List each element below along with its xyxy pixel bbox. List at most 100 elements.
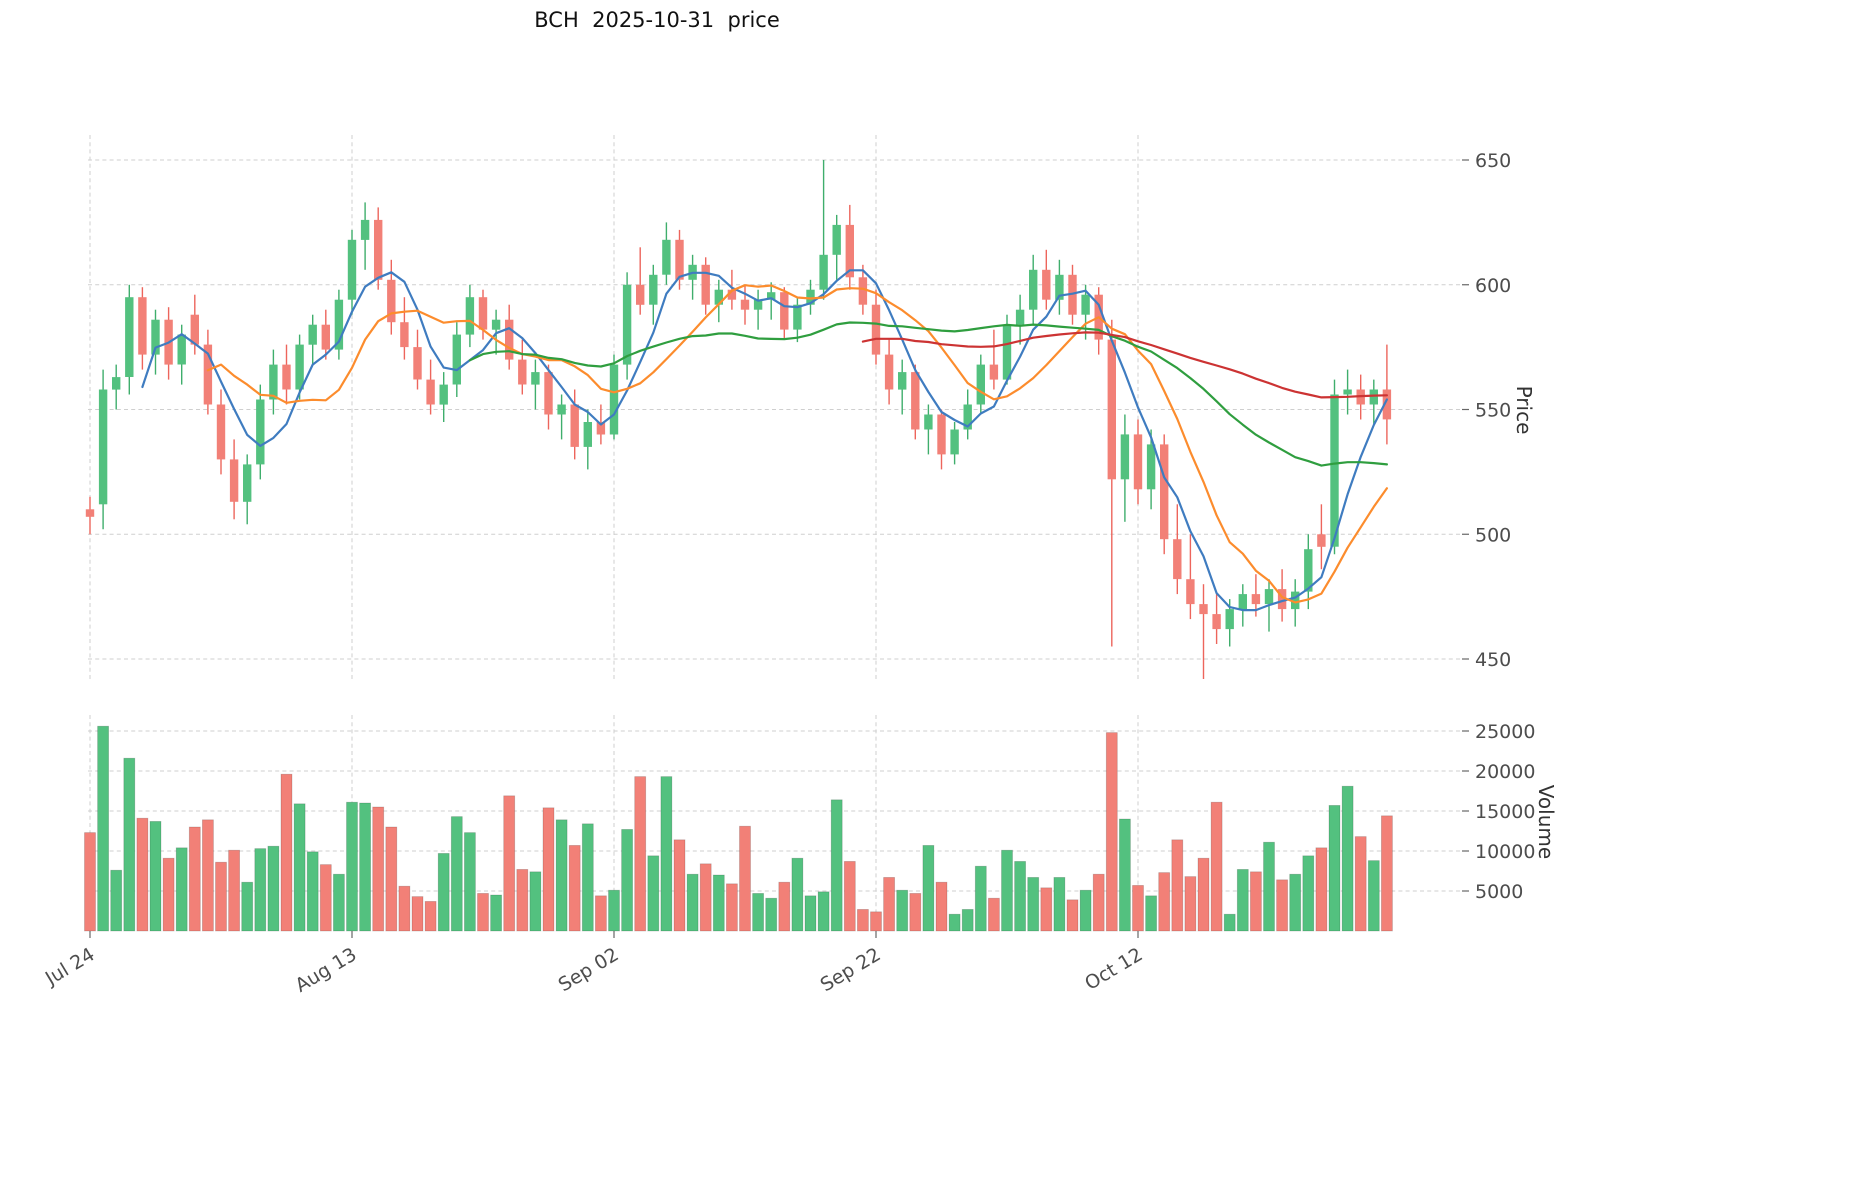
candle-up bbox=[1002, 324, 1012, 380]
candle-down bbox=[1186, 579, 1195, 605]
candle-down bbox=[426, 379, 435, 405]
ma-lines-layer bbox=[141, 269, 1389, 612]
candle-down bbox=[911, 372, 920, 430]
candle-up bbox=[622, 284, 632, 365]
volume-bar bbox=[1315, 847, 1328, 932]
candle-up bbox=[1225, 609, 1234, 630]
volume-bar bbox=[529, 871, 542, 932]
candle-up bbox=[793, 304, 802, 330]
volume-bar bbox=[804, 895, 817, 932]
ma-line-ma60 bbox=[861, 331, 1389, 399]
date-tick-label: Aug 13 bbox=[292, 943, 361, 997]
candle-up bbox=[1146, 444, 1156, 490]
volume-bar bbox=[1119, 818, 1131, 932]
volume-bar bbox=[254, 848, 267, 932]
candle-down bbox=[85, 509, 95, 517]
candle-down bbox=[845, 224, 854, 278]
volume-bar bbox=[306, 851, 319, 932]
candle-up bbox=[924, 414, 933, 430]
candle-up bbox=[767, 292, 776, 300]
volume-bar bbox=[1381, 815, 1393, 932]
volume-bar bbox=[1001, 849, 1013, 932]
volume-bar bbox=[1250, 871, 1262, 932]
volume-bar bbox=[201, 819, 214, 932]
volume-tick-label: 25000 bbox=[1475, 721, 1535, 743]
candle-down bbox=[387, 279, 396, 323]
volume-bar bbox=[765, 897, 778, 932]
candle-down bbox=[937, 414, 946, 455]
volume-bar bbox=[1158, 872, 1171, 932]
candle-up bbox=[112, 377, 121, 390]
volume-bar bbox=[922, 845, 935, 932]
volume-bar bbox=[686, 873, 699, 932]
candle-up bbox=[819, 254, 828, 290]
volume-bar bbox=[332, 873, 345, 932]
candle-down bbox=[1160, 444, 1169, 540]
volume-bar bbox=[1197, 857, 1210, 932]
candle-down bbox=[570, 404, 579, 447]
volume-bar bbox=[1053, 877, 1066, 932]
candle-up bbox=[1291, 591, 1300, 610]
volume-bar bbox=[123, 757, 136, 932]
volume-bar bbox=[280, 773, 293, 932]
candle-down bbox=[727, 289, 737, 300]
price-tick-label: 550 bbox=[1475, 400, 1511, 422]
candle-up bbox=[98, 389, 108, 505]
volume-bar bbox=[673, 839, 686, 932]
volume-bar bbox=[1302, 855, 1315, 932]
volume-tick-label: 5000 bbox=[1475, 881, 1523, 903]
candle-down bbox=[740, 299, 750, 310]
volume-bar bbox=[712, 874, 725, 932]
candle-down bbox=[1317, 534, 1326, 547]
candle-up bbox=[976, 364, 985, 405]
grid-layer bbox=[88, 135, 1462, 931]
candle-down bbox=[1199, 604, 1208, 615]
candle-down bbox=[138, 297, 147, 355]
candle-down bbox=[518, 359, 527, 385]
volume-bar bbox=[267, 845, 280, 932]
candle-down bbox=[871, 304, 881, 355]
candle-down bbox=[321, 324, 330, 350]
volume-bar bbox=[450, 816, 463, 932]
volume-bar bbox=[175, 847, 188, 932]
volume-bar bbox=[909, 893, 922, 932]
candle-down bbox=[413, 347, 422, 380]
candle-down bbox=[282, 364, 291, 390]
candle-up bbox=[465, 297, 475, 335]
volume-bar bbox=[1014, 861, 1026, 932]
volume-bar bbox=[961, 909, 974, 932]
candle-up bbox=[557, 404, 566, 415]
price-tick-label: 600 bbox=[1475, 275, 1511, 297]
candle-up bbox=[347, 239, 357, 300]
candle-up bbox=[662, 239, 671, 275]
price-tick-label: 650 bbox=[1475, 150, 1511, 172]
candle-down bbox=[1173, 539, 1182, 580]
candle-up bbox=[649, 274, 658, 305]
volume-bar bbox=[319, 864, 332, 932]
volume-bar bbox=[621, 829, 633, 932]
candle-up bbox=[1369, 389, 1378, 405]
volume-tick-label: 15000 bbox=[1475, 801, 1535, 823]
volume-bar bbox=[1354, 836, 1367, 932]
volume-bar bbox=[97, 725, 109, 932]
candle-down bbox=[989, 364, 999, 380]
volume-bar bbox=[162, 857, 175, 932]
volume-bar bbox=[1276, 879, 1288, 932]
volume-bar bbox=[542, 807, 555, 932]
candle-up bbox=[963, 404, 972, 430]
volume-tick-label: 10000 bbox=[1475, 841, 1535, 863]
volume-bar bbox=[1171, 839, 1184, 932]
volume-bar bbox=[857, 909, 869, 932]
candle-up bbox=[295, 344, 304, 390]
volume-bar bbox=[568, 845, 581, 932]
candle-up bbox=[243, 464, 252, 502]
volume-bar bbox=[228, 849, 241, 932]
volume-bar bbox=[634, 776, 647, 932]
candle-up bbox=[1238, 594, 1247, 610]
volume-bar bbox=[791, 857, 804, 932]
volume-bar bbox=[752, 893, 764, 932]
ma-line-ma10 bbox=[206, 284, 1389, 604]
candle-down bbox=[701, 264, 710, 305]
volume-bar bbox=[385, 826, 398, 932]
volume-bar bbox=[398, 885, 411, 932]
